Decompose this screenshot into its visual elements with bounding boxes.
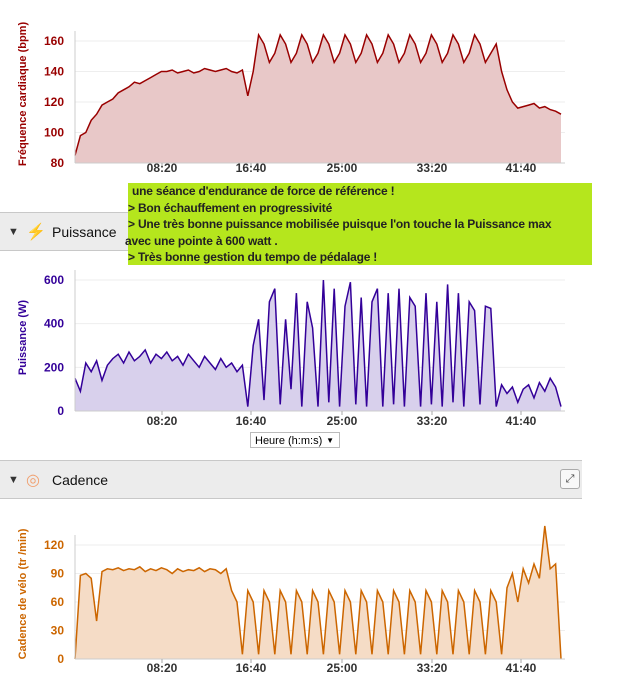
y-tick-label: 400 (44, 317, 64, 331)
y-tick-label: 120 (44, 95, 64, 109)
cadence-line (74, 525, 562, 660)
chevron-down-icon: ▼ (326, 436, 334, 445)
expand-icon[interactable]: ⤢ (560, 469, 580, 489)
y-tick-label: 0 (57, 404, 64, 418)
note-line: > Une très bonne puissance mobilisée pui… (128, 217, 552, 231)
x-tick-label: 33:20 (417, 661, 448, 675)
hr-area (75, 34, 561, 164)
x-tick-label: 16:40 (236, 161, 267, 175)
x-tick-label: 41:40 (506, 414, 537, 428)
x-tick-label: 08:20 (147, 661, 178, 675)
cadence-chart: 0 30 60 90 120 08:20 16:40 25:00 33:20 41:40 Caden… (17, 525, 565, 675)
y-tick-label: 160 (44, 34, 64, 48)
cadence-area (75, 526, 561, 659)
cadence-panel-header[interactable]: ▼ ◎ Cadence ⤢ (0, 460, 582, 499)
power-chart: 0 200 400 600 08:20 16:40 25:00 33:20 41:40 Puiss… (17, 270, 565, 428)
power-area (75, 280, 561, 411)
x-axis-select-value: Heure (h:m:s) (255, 435, 323, 447)
x-tick-label: 33:20 (417, 414, 448, 428)
y-tick-label: 0 (57, 652, 64, 666)
x-tick-label: 25:00 (327, 414, 358, 428)
y-tick-label: 60 (51, 595, 65, 609)
y-tick-label: 600 (44, 273, 64, 287)
y-axis-label: Cadence de vélo (tr /min) (17, 528, 29, 659)
note-line: > Bon échauffement en progressivité (128, 200, 333, 215)
y-axis-label: Fréquence cardiaque (bpm) (17, 22, 29, 167)
cadence-panel-title: Cadence (52, 471, 109, 488)
y-tick-label: 120 (44, 538, 64, 552)
power-panel-title: Puissance (52, 223, 117, 240)
x-tick-label: 08:20 (147, 161, 178, 175)
note-line: une séance d'endurance de force de référ… (132, 184, 395, 198)
x-tick-label: 41:40 (506, 661, 537, 675)
collapse-triangle-icon[interactable]: ▼ (8, 473, 19, 486)
y-tick-label: 30 (51, 624, 65, 638)
y-axis-label: Puissance (W) (17, 300, 29, 376)
y-tick-label: 90 (51, 567, 65, 581)
power-line (74, 279, 562, 407)
y-tick-label: 200 (44, 360, 64, 374)
coach-note: une séance d'endurance de force de référ… (125, 183, 592, 265)
y-tick-label: 80 (51, 156, 65, 170)
y-tick-label: 100 (44, 126, 64, 140)
x-tick-label: 41:40 (506, 161, 537, 175)
x-tick-label: 08:20 (147, 414, 178, 428)
x-tick-label: 16:40 (236, 414, 267, 428)
heart-rate-chart: 80 100 120 140 160 08:20 16:40 25:00 33:20 41:40 F… (17, 22, 565, 175)
note-line: > Très bonne gestion du tempo de pédalag… (128, 250, 378, 264)
note-line: avec une pointe à 600 watt . (125, 233, 278, 248)
x-tick-label: 33:20 (417, 161, 448, 175)
y-tick-label: 140 (44, 65, 64, 79)
hr-line (74, 32, 562, 156)
lightning-icon: ⚡ (26, 223, 46, 241)
x-tick-label: 25:00 (327, 661, 358, 675)
x-tick-label: 16:40 (236, 661, 267, 675)
cadence-signal-icon: ◎ (26, 471, 40, 489)
x-tick-label: 25:00 (327, 161, 358, 175)
collapse-triangle-icon[interactable]: ▼ (8, 225, 19, 238)
x-axis-select[interactable]: Heure (h:m:s) ▼ (250, 432, 340, 448)
